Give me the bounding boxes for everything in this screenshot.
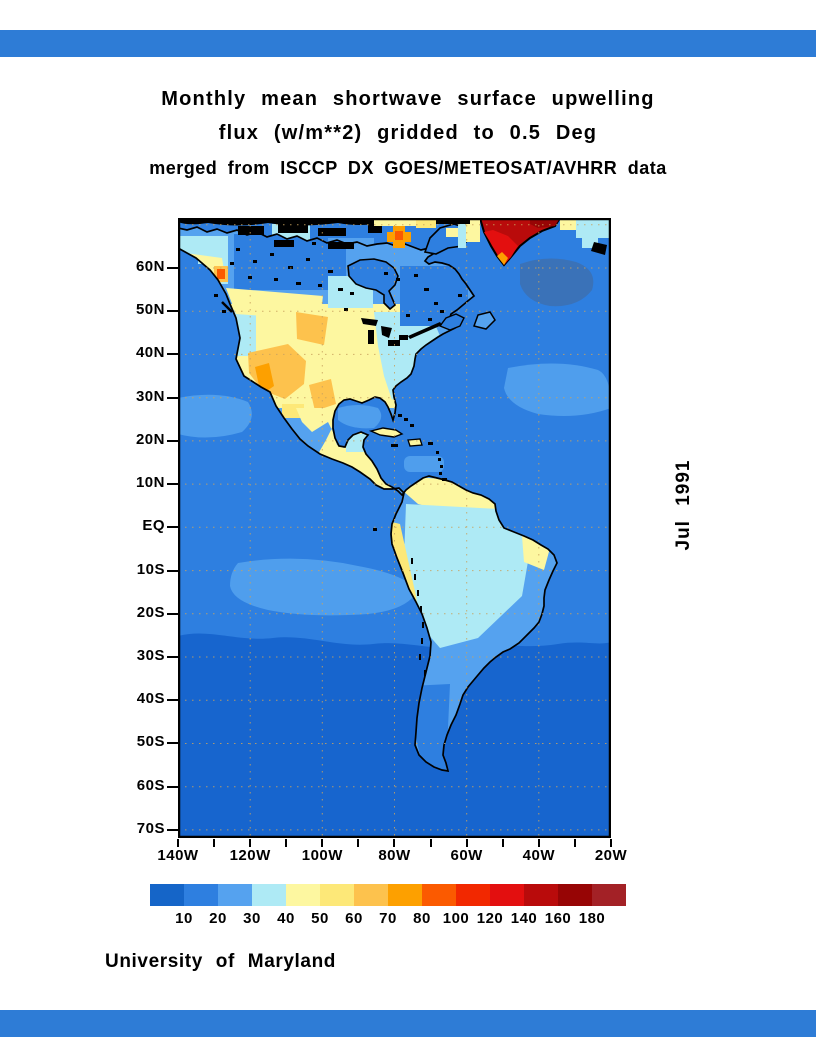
colorbar-cell bbox=[184, 884, 218, 906]
lat-tick bbox=[167, 396, 178, 399]
lat-tick-label: 20N bbox=[135, 430, 165, 448]
page-title-line1: Monthly mean shortwave surface upwelling bbox=[161, 88, 655, 110]
colorbar-tick-label: 20 bbox=[209, 910, 227, 927]
lon-tick bbox=[393, 839, 396, 847]
lat-tick bbox=[167, 612, 178, 615]
lon-tick-label: 20W bbox=[594, 847, 628, 864]
lat-tick bbox=[167, 828, 178, 831]
lon-tick bbox=[537, 839, 540, 847]
lon-tick bbox=[465, 839, 468, 847]
lon-tick bbox=[177, 839, 179, 847]
flux-map bbox=[178, 218, 611, 838]
colorbar-cell bbox=[422, 884, 456, 906]
lat-tick-label: 30S bbox=[136, 646, 165, 664]
bottom-accent-bar bbox=[0, 1010, 816, 1037]
lat-tick-label: 50S bbox=[136, 733, 165, 751]
lat-tick-label: 70S bbox=[136, 819, 165, 837]
orange-anomaly-spot bbox=[387, 226, 411, 248]
top-accent-bar bbox=[0, 30, 816, 57]
colorbar-tick-label: 80 bbox=[413, 910, 431, 927]
colorbar-cell bbox=[388, 884, 422, 906]
lon-tick bbox=[609, 839, 612, 847]
lon-tick bbox=[357, 839, 360, 847]
date-side-label: Jul 1991 bbox=[673, 459, 694, 551]
lat-tick bbox=[167, 655, 178, 658]
colorbar-cell bbox=[150, 884, 184, 906]
lat-tick bbox=[167, 785, 178, 788]
lon-tick bbox=[501, 839, 504, 847]
lat-tick-label: 40N bbox=[135, 344, 165, 362]
great-lakes bbox=[361, 318, 442, 346]
lat-tick-label: 10N bbox=[135, 474, 165, 492]
colorbar-tick-label: 100 bbox=[442, 910, 470, 927]
colorbar-tick-label: 140 bbox=[510, 910, 538, 927]
colorbar-cell bbox=[286, 884, 320, 906]
lon-tick-label: 100W bbox=[301, 847, 343, 864]
colorbar-tick-label: 120 bbox=[476, 910, 504, 927]
colorbar-cell bbox=[218, 884, 252, 906]
lon-tick bbox=[321, 839, 324, 847]
lon-tick bbox=[249, 839, 252, 847]
lon-tick-label: 140W bbox=[157, 847, 199, 864]
lat-tick-label: 60S bbox=[136, 776, 165, 794]
map-land-americas bbox=[178, 226, 558, 772]
colorbar-cell bbox=[490, 884, 524, 906]
colorbar-tick-label: 70 bbox=[379, 910, 397, 927]
lon-tick bbox=[213, 839, 216, 847]
lat-tick bbox=[167, 353, 178, 356]
lat-tick-label: 10S bbox=[136, 560, 165, 578]
colorbar-cell bbox=[524, 884, 558, 906]
lat-tick bbox=[167, 483, 178, 486]
lat-tick bbox=[167, 526, 178, 529]
colorbar-cell bbox=[252, 884, 286, 906]
lat-tick bbox=[167, 267, 178, 269]
lon-tick-label: 80W bbox=[378, 847, 411, 864]
page-subtitle: merged from ISCCP DX GOES/METEOSAT/AVHRR… bbox=[149, 158, 667, 178]
map-frame bbox=[178, 218, 611, 838]
credit-text: University of Maryland bbox=[105, 951, 336, 972]
lat-tick-label: 50N bbox=[135, 301, 165, 319]
lat-tick-label: 30N bbox=[135, 387, 165, 405]
lat-tick-label: 20S bbox=[136, 603, 165, 621]
lon-tick bbox=[285, 839, 288, 847]
colorbar bbox=[150, 884, 626, 906]
page-title-line2: flux (w/m**2) gridded to 0.5 Deg bbox=[218, 122, 598, 144]
lat-tick-label: 40S bbox=[136, 690, 165, 708]
colorbar-cell bbox=[320, 884, 354, 906]
colorbar-tick-label: 160 bbox=[544, 910, 572, 927]
lat-tick bbox=[167, 439, 178, 442]
lon-tick-label: 40W bbox=[522, 847, 556, 864]
lon-tick bbox=[429, 839, 432, 847]
lat-tick-label: 60N bbox=[135, 258, 165, 275]
lat-tick bbox=[167, 699, 178, 702]
lat-tick bbox=[167, 310, 178, 313]
colorbar-tick-label: 10 bbox=[175, 910, 193, 927]
colorbar-tick-label: 60 bbox=[345, 910, 363, 927]
lat-tick bbox=[167, 742, 178, 745]
lat-tick-label: EQ bbox=[142, 517, 165, 535]
lon-tick-label: 60W bbox=[450, 847, 483, 864]
colorbar-cell bbox=[354, 884, 388, 906]
map-water-bodies bbox=[347, 258, 465, 346]
colorbar-tick-label: 50 bbox=[311, 910, 329, 927]
colorbar-tick-label: 40 bbox=[277, 910, 295, 927]
lon-tick bbox=[573, 839, 576, 847]
colorbar-tick-label: 180 bbox=[578, 910, 606, 927]
lon-tick-label: 120W bbox=[229, 847, 271, 864]
map-greenland bbox=[458, 218, 562, 267]
lat-tick bbox=[167, 569, 178, 572]
colorbar-cell bbox=[456, 884, 490, 906]
colorbar-tick-label: 30 bbox=[243, 910, 261, 927]
colorbar-cell bbox=[558, 884, 592, 906]
colorbar-cell bbox=[592, 884, 626, 906]
